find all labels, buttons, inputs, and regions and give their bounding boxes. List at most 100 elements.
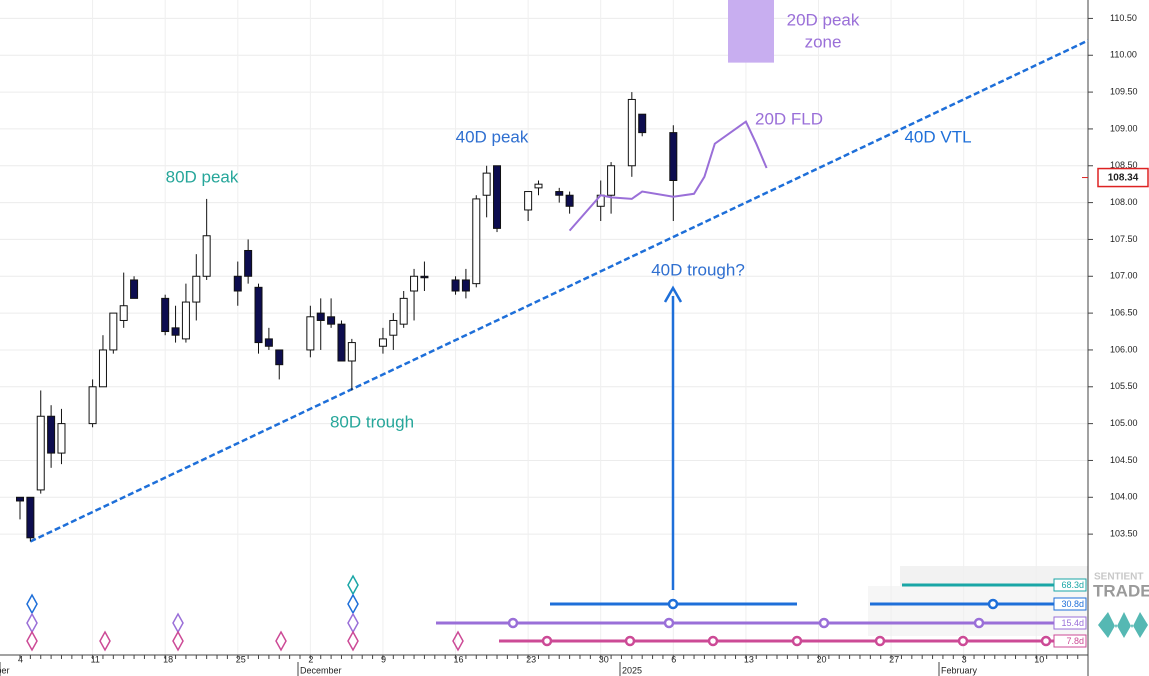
x-tick-label: 30 <box>599 654 609 664</box>
x-tick-label: 11 <box>91 654 100 664</box>
candle-body <box>26 496 35 539</box>
candle-body <box>399 297 408 325</box>
candle-body <box>192 275 201 303</box>
cycle-diamond <box>99 630 111 652</box>
cycle-point <box>791 635 803 647</box>
cycle-tag-label: 68.3d <box>1061 580 1084 590</box>
cycle-tag-label: 7.8d <box>1066 636 1084 646</box>
cycle-point <box>1040 635 1052 647</box>
candle-body <box>36 415 45 491</box>
candle-body <box>47 415 56 454</box>
x-tick-label: 4 <box>18 654 23 664</box>
peak-zone <box>728 0 774 63</box>
y-tick-label: 104.50 <box>1110 455 1138 465</box>
cycle-diamond <box>26 630 38 652</box>
vtl-label: 40D VTL <box>904 127 971 146</box>
cycle-diamond <box>347 574 359 596</box>
candle-body <box>337 323 346 362</box>
y-tick-label: 109.50 <box>1110 86 1138 96</box>
candle-body <box>181 301 190 340</box>
candle-body <box>627 98 636 167</box>
y-tick-label: 109.00 <box>1110 123 1138 133</box>
candle-body <box>264 338 273 347</box>
candle-body <box>389 319 398 336</box>
annotation: 40D trough? <box>651 260 745 279</box>
candle-body <box>57 423 66 454</box>
candle-body <box>669 132 678 181</box>
cycle-point <box>624 635 636 647</box>
candle-body <box>327 316 336 325</box>
candle-body <box>119 305 128 321</box>
candle-body <box>275 349 284 366</box>
y-tick-label: 106.50 <box>1110 307 1138 317</box>
cycle-diamond <box>452 630 464 652</box>
last-price-box <box>1097 167 1149 188</box>
cycle-diamond <box>347 612 359 634</box>
candle-body <box>524 191 533 211</box>
cycle-point <box>874 635 886 647</box>
x-tick-label: 25 <box>236 654 246 664</box>
candle-body <box>233 275 242 292</box>
candle-body <box>202 235 211 277</box>
cycle-diamond <box>172 630 184 652</box>
cycle-point <box>957 635 969 647</box>
cycle-point <box>973 617 985 629</box>
candle-body <box>130 279 139 299</box>
candle-body <box>161 297 170 333</box>
cycle-point <box>663 617 675 629</box>
month-label: February <box>941 665 978 675</box>
x-tick-label: 23 <box>526 654 536 664</box>
cycle-point <box>667 598 679 610</box>
candle-body <box>254 286 263 344</box>
cycle-diamond <box>275 630 287 652</box>
cycle-diamond <box>26 593 38 615</box>
x-tick-label: 2 <box>308 654 313 664</box>
y-tick-label: 110.00 <box>1110 50 1137 60</box>
annotation: 80D trough <box>330 412 414 431</box>
candle-body <box>607 165 616 196</box>
cycle-tag-label: 15.4d <box>1061 618 1084 628</box>
month-label: December <box>300 665 342 675</box>
cycle-tag <box>1053 634 1087 648</box>
candle-body <box>306 316 315 351</box>
cycle-point <box>707 635 719 647</box>
x-tick-label: 16 <box>454 654 464 664</box>
candle-body <box>451 279 460 292</box>
annotation: 80D peak <box>166 167 239 186</box>
candle-body <box>461 279 470 292</box>
cycle-tag <box>1053 578 1087 592</box>
candle-body <box>555 191 564 196</box>
x-tick-label: 10 <box>1034 654 1044 664</box>
y-tick-label: 103.50 <box>1110 528 1138 538</box>
peak-zone-label: 20D peak <box>787 10 860 29</box>
candle-body <box>316 312 325 321</box>
cycle-diamond <box>172 612 184 634</box>
y-tick-label: 105.00 <box>1110 418 1138 428</box>
candle-body <box>493 165 502 229</box>
x-tick-label: 18 <box>163 654 173 664</box>
fld-label: 20D FLD <box>755 109 823 128</box>
y-tick-label: 108.50 <box>1110 160 1138 170</box>
watermark-logo <box>1098 612 1148 638</box>
cycle-tag <box>1053 616 1087 630</box>
y-tick-label: 105.50 <box>1110 381 1138 391</box>
x-tick-label: 6 <box>671 654 676 664</box>
candle-body <box>482 172 491 196</box>
candle-body <box>534 183 543 189</box>
y-tick-label: 106.00 <box>1110 344 1138 354</box>
cycle-diamond <box>26 612 38 634</box>
cycle-diamond <box>347 593 359 615</box>
vtl-line <box>29 39 1089 543</box>
y-tick-label: 110.50 <box>1110 13 1137 23</box>
last-price-label: 108.34 <box>1108 173 1139 184</box>
x-tick-label: 3 <box>962 654 967 664</box>
watermark: TRADER <box>1093 581 1149 600</box>
candle-body <box>171 327 180 336</box>
peak-zone-label: zone <box>805 32 842 51</box>
cycle-point <box>818 617 830 629</box>
candle-body <box>410 275 419 292</box>
candle-body <box>347 342 356 362</box>
y-tick-label: 107.50 <box>1110 234 1138 244</box>
candle-body <box>109 312 118 351</box>
x-tick-label: 27 <box>889 654 899 664</box>
